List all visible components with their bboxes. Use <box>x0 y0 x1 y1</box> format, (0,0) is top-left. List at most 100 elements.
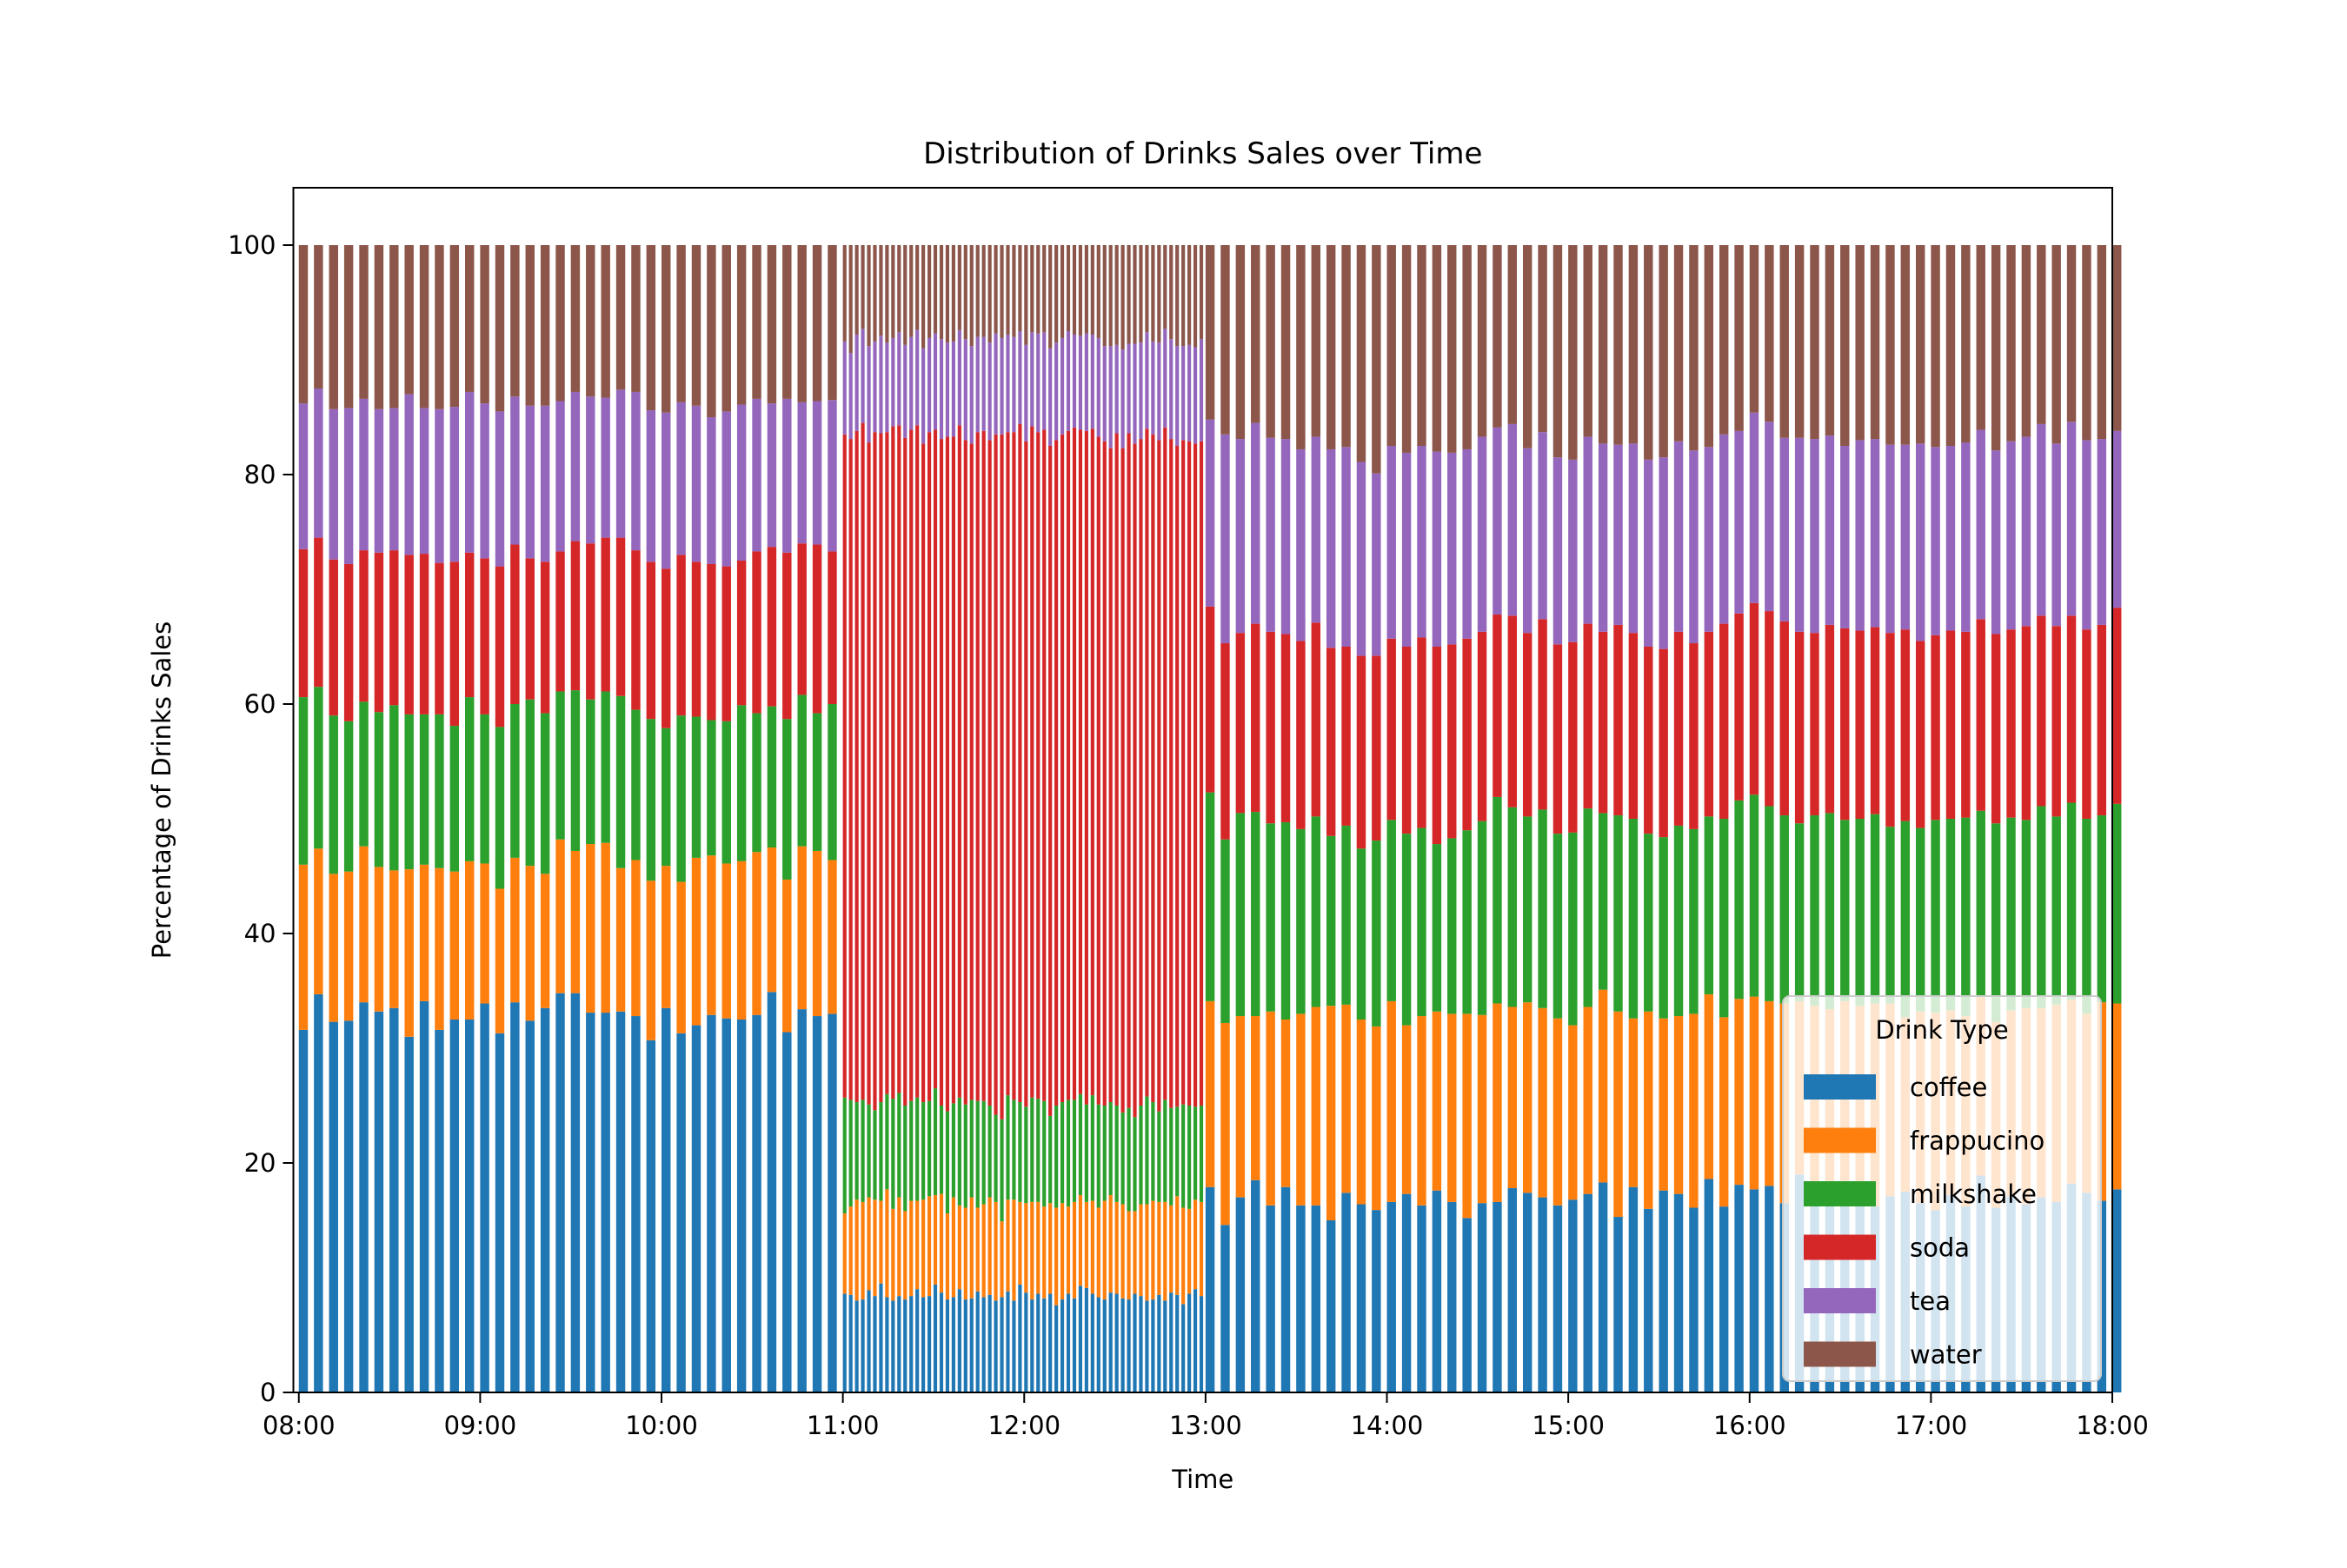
bar-segment-tea <box>510 396 520 545</box>
bar-segment-coffee <box>1417 1205 1426 1392</box>
bar-segment-soda <box>329 559 338 716</box>
bar-segment-water <box>1205 245 1215 420</box>
bar-segment-frappucino <box>1296 1013 1306 1206</box>
bar-segment-soda <box>1719 623 1729 819</box>
y-tick-label: 100 <box>228 230 276 260</box>
bar-segment-water <box>861 245 865 329</box>
bar-segment-milkshake <box>2006 817 2016 1011</box>
bar-segment-milkshake <box>1447 838 1457 1014</box>
bar-segment-coffee <box>691 1025 701 1392</box>
bar-segment-milkshake <box>933 1088 938 1195</box>
bar-segment-frappucino <box>343 871 354 1021</box>
bar-segment-frappucino <box>1644 1011 1653 1209</box>
bar-segment-water <box>2037 245 2046 424</box>
bar-segment-soda <box>1749 602 1759 795</box>
bar-segment-frappucino <box>1181 1207 1186 1305</box>
bar-segment-soda <box>848 439 853 1100</box>
bar-segment-soda <box>951 436 955 1104</box>
bar-segment-milkshake <box>525 699 535 867</box>
bar-segment-milkshake <box>1060 1102 1065 1204</box>
bar-segment-soda <box>1187 441 1192 1106</box>
bar-segment-milkshake <box>1870 814 1880 1004</box>
bar-segment-milkshake <box>1401 834 1412 1026</box>
bar-segment-tea <box>1961 442 1971 632</box>
bar-segment-frappucino <box>435 867 444 1030</box>
bar-segment-tea <box>1181 346 1186 441</box>
bar-segment-milkshake <box>1885 827 1895 1004</box>
bar-segment-water <box>586 245 595 397</box>
bar-segment-soda <box>1840 628 1850 821</box>
bar-segment-tea <box>1704 447 1714 632</box>
bar-segment-water <box>2082 245 2091 441</box>
y-tick-label: 80 <box>244 460 276 489</box>
bar-segment-water <box>1127 245 1131 344</box>
bar-segment-soda <box>510 544 520 704</box>
bar-segment-soda <box>963 440 967 1105</box>
bar-segment-water <box>873 245 877 342</box>
bar-segment-frappucino <box>1552 1018 1563 1206</box>
bar-segment-milkshake <box>1048 1115 1053 1204</box>
bar-segment-water <box>1169 245 1174 340</box>
bar-segment-water <box>1066 245 1071 331</box>
bar-segment-soda <box>1538 619 1547 810</box>
bar-segment-soda <box>1090 429 1094 1096</box>
bar-segment-milkshake <box>848 1100 853 1207</box>
bar-segment-tea <box>1133 343 1137 444</box>
bar-segment-coffee <box>1719 1206 1729 1392</box>
bar-segment-coffee <box>2112 1189 2122 1392</box>
bar-segment-milkshake <box>691 716 701 858</box>
bar-segment-water <box>909 245 914 337</box>
bar-segment-soda <box>1432 647 1442 845</box>
legend-swatch-water <box>1804 1341 1876 1367</box>
bar-segment-milkshake <box>1779 815 1789 1004</box>
bar-segment-coffee <box>1386 1201 1396 1392</box>
bar-segment-soda <box>1030 426 1034 1098</box>
bar-segment-milkshake <box>1900 821 1911 1018</box>
bar-segment-coffee <box>1024 1292 1028 1392</box>
bar-segment-coffee <box>1054 1305 1059 1392</box>
bar-segment-coffee <box>449 1020 460 1392</box>
bar-segment-soda <box>933 429 938 1089</box>
bar-segment-tea <box>975 336 980 433</box>
bar-segment-coffee <box>359 1002 369 1392</box>
bar-segment-soda <box>1386 638 1396 821</box>
bar-segment-milkshake <box>1296 828 1306 1014</box>
bar-segment-coffee <box>1552 1205 1563 1392</box>
bar-segment-soda <box>1127 433 1131 1108</box>
bar-segment-coffee <box>1356 1204 1366 1392</box>
bar-segment-soda <box>1114 433 1119 1106</box>
bar-segment-milkshake <box>951 1103 955 1198</box>
bar-segment-soda <box>1151 434 1155 1103</box>
bar-segment-soda <box>1870 627 1880 814</box>
bar-segment-coffee <box>736 1020 747 1392</box>
bar-segment-soda <box>2021 626 2031 821</box>
bar-segment-frappucino <box>767 847 777 993</box>
bar-segment-soda <box>1704 631 1714 817</box>
bar-segment-tea <box>767 403 777 548</box>
bar-segment-soda <box>1145 429 1149 1097</box>
bar-segment-coffee <box>1006 1291 1010 1392</box>
bar-segment-water <box>842 245 847 342</box>
bar-segment-coffee <box>1096 1297 1100 1392</box>
legend: Drink Type coffee frappucino milkshake soda… <box>1782 995 2102 1382</box>
bar-segment-milkshake <box>945 1111 950 1214</box>
bar-segment-water <box>1900 245 1911 445</box>
bar-segment-tea <box>2037 423 2046 616</box>
bar-segment-coffee <box>1673 1193 1684 1392</box>
bar-segment-coffee <box>1598 1182 1608 1392</box>
bar-segment-frappucino <box>1042 1206 1047 1299</box>
bar-segment-tea <box>1084 333 1088 431</box>
bar-segment-coffee <box>615 1011 626 1392</box>
bar-segment-water <box>1072 245 1077 335</box>
bar-segment-coffee <box>435 1029 444 1392</box>
bar-segment-milkshake <box>601 691 610 843</box>
bar-segment-soda <box>921 443 926 1103</box>
bar-segment-frappucino <box>1114 1201 1119 1294</box>
bar-segment-coffee <box>1114 1293 1119 1392</box>
bar-segment-coffee <box>1659 1190 1668 1392</box>
bar-segment-water <box>1507 245 1518 424</box>
bar-segment-coffee <box>987 1294 992 1392</box>
bar-segment-tea <box>1024 344 1028 442</box>
bar-segment-soda <box>1613 624 1623 816</box>
bar-segment-soda <box>435 562 444 714</box>
